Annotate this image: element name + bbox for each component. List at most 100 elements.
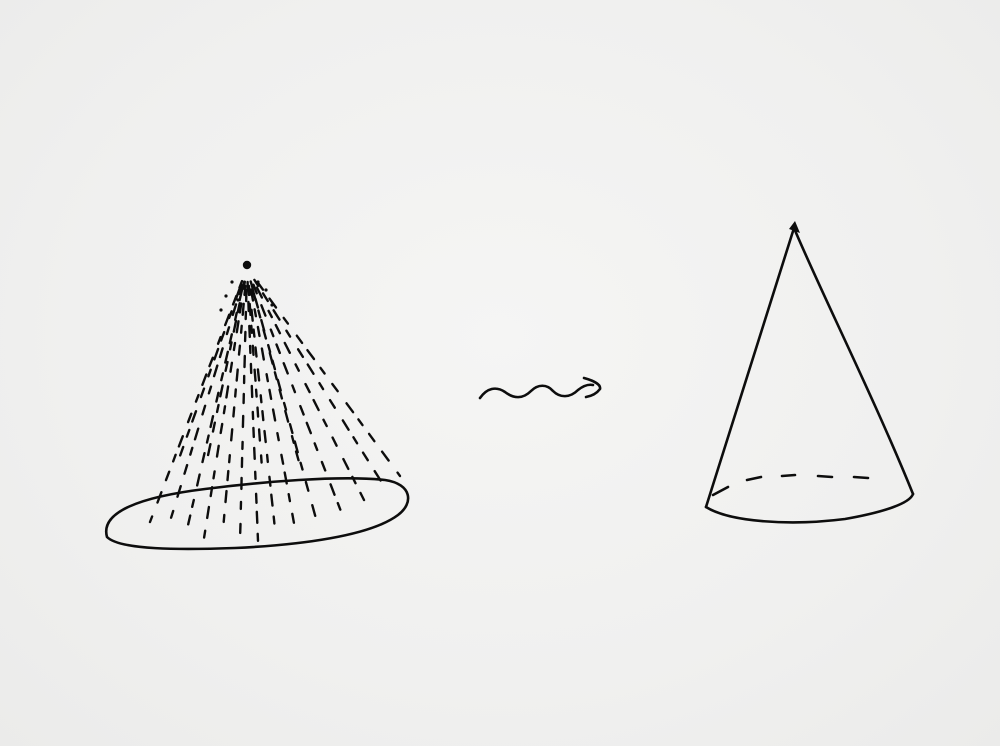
dashed-ray-segment [183, 463, 189, 475]
dashed-ray-segment [256, 325, 261, 338]
dashed-ray-segment [267, 309, 273, 319]
dashed-ray-segment [269, 328, 275, 338]
dashed-ray-segment [253, 278, 260, 287]
dashed-ray-segment [232, 406, 236, 418]
dashed-ray-segment [313, 442, 319, 452]
dashed-ray-segment [228, 341, 233, 351]
dashed-ray-segment [250, 324, 254, 334]
dashed-ray-segment [193, 427, 200, 441]
dashed-ray-segment [191, 410, 198, 423]
dashed-ray-segment [257, 428, 262, 442]
dashed-ray-segment [222, 405, 227, 415]
apex-dot [256, 280, 260, 284]
dashed-ray-segment [253, 308, 258, 318]
dashed-ray-segment [283, 341, 291, 354]
dashed-ray-segment [209, 486, 214, 498]
dashed-ray-segment [207, 385, 213, 395]
dashed-ray-segment [282, 316, 290, 325]
dashed-ray-segment [215, 444, 220, 458]
squiggle-arrow-shaft [478, 383, 595, 400]
dashed-ray-segment [261, 292, 269, 303]
dashed-ray-segment [189, 446, 194, 456]
dashed-ray-segment [276, 432, 280, 442]
dashed-ray-segment [299, 404, 305, 416]
dashed-ray-segment [288, 423, 294, 435]
dashed-ray-segment [255, 510, 259, 524]
dashed-cone [104, 260, 410, 551]
dashed-ray-segment [233, 311, 238, 321]
dashed-ray-segment [296, 348, 305, 359]
dashed-ray-segment [234, 287, 241, 301]
solid-cone-right-side [792, 226, 915, 496]
dashed-ray-segment [283, 471, 288, 485]
dashed-ray-segment [233, 388, 238, 398]
dashed-ray-segment [208, 356, 215, 368]
dashed-ray-segment [272, 309, 281, 321]
dashed-ray-segment [201, 452, 206, 464]
dashed-ray-segment [345, 402, 355, 414]
dashed-ray-segment [305, 421, 312, 435]
dashed-ray-segment [218, 347, 224, 359]
dashed-ray-segment [251, 288, 257, 302]
dashed-ray-segment [396, 471, 402, 478]
dashed-ray-segment [342, 457, 350, 471]
dashed-ray-segment [227, 454, 232, 464]
dashed-ray-segment [285, 329, 292, 338]
dashed-ray-segment [373, 470, 382, 482]
dashed-ray-segment [380, 450, 390, 462]
dashed-ray-segment [331, 382, 339, 393]
dashed-ray-segment [185, 428, 191, 438]
dashed-ray-segment [224, 350, 230, 364]
dashed-ray-segment [190, 498, 196, 508]
dashed-ray-segment [256, 368, 261, 382]
dashed-ray-segment [243, 284, 247, 297]
dashed-ray-segment [282, 401, 288, 411]
dashed-ray-segment [201, 373, 208, 386]
dashed-ray-segment [215, 391, 220, 403]
dashed-ray-segment [271, 408, 277, 422]
dashed-ray-segment [231, 303, 238, 317]
dashed-ray-segment [268, 388, 273, 400]
dashed-ray-segment [148, 515, 154, 524]
dashed-ray-segment [359, 491, 366, 502]
dashed-ray-segment [195, 473, 201, 487]
dashed-ray-segment [341, 419, 350, 431]
dashed-ray-segment [251, 344, 255, 356]
dashed-ray-segment [215, 403, 220, 414]
dashed-ray-segment [229, 361, 234, 373]
dashed-ray-segment [212, 364, 219, 378]
dashed-ray-segment [225, 385, 230, 399]
dashed-ray-segment [322, 418, 328, 428]
dashed-ray-segment [280, 453, 285, 465]
solid-cone-base-front [704, 492, 915, 524]
squiggle-arrow [478, 376, 602, 400]
dashed-ray-segment [227, 310, 233, 320]
dashed-ray-segment [328, 398, 336, 409]
dashed-ray-segment [268, 351, 274, 365]
dashed-ray-segment [256, 281, 265, 291]
dashed-ray-segment [294, 363, 300, 372]
dashed-ray-segment [220, 372, 225, 382]
dashed-ray-segment [219, 422, 224, 435]
dashed-ray-segment [304, 480, 310, 492]
dashed-ray-segment [254, 346, 258, 358]
dashed-ray-segment [228, 333, 234, 345]
dashed-ray-segment [291, 384, 297, 394]
dashed-ray-segment [263, 429, 267, 444]
dashed-ray-segment [257, 309, 262, 319]
dashed-ray-segment [238, 302, 243, 314]
dashed-ray-segment [361, 451, 369, 462]
dashed-ray-segment [239, 324, 243, 334]
dashed-ray-segment [287, 493, 292, 503]
dashed-ray-segment [225, 326, 231, 336]
dashed-ray-segment [236, 302, 241, 314]
dashed-ray-segment [254, 388, 258, 398]
dashed-ray-segment [299, 461, 304, 471]
apex-dot [264, 288, 268, 292]
dashed-ray-segment [293, 440, 299, 454]
dashed-ray-segment [357, 418, 364, 427]
dashed-ray-segment [274, 323, 282, 335]
dashed-ray-segment [284, 409, 290, 423]
